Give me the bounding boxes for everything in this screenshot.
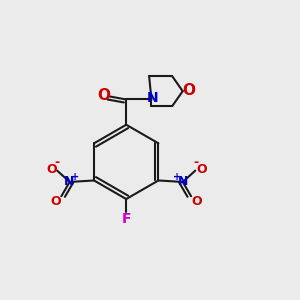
Text: +: +: [173, 172, 181, 182]
Text: N: N: [146, 91, 158, 105]
Text: F: F: [122, 212, 131, 226]
Text: O: O: [191, 195, 202, 208]
Text: -: -: [193, 156, 198, 169]
Text: O: O: [196, 163, 206, 176]
Text: O: O: [51, 195, 61, 208]
Text: -: -: [54, 156, 59, 169]
Text: O: O: [46, 163, 57, 176]
Text: +: +: [71, 172, 79, 182]
Text: N: N: [178, 175, 189, 188]
Text: N: N: [64, 175, 74, 188]
Text: O: O: [97, 88, 110, 103]
Text: O: O: [183, 83, 196, 98]
